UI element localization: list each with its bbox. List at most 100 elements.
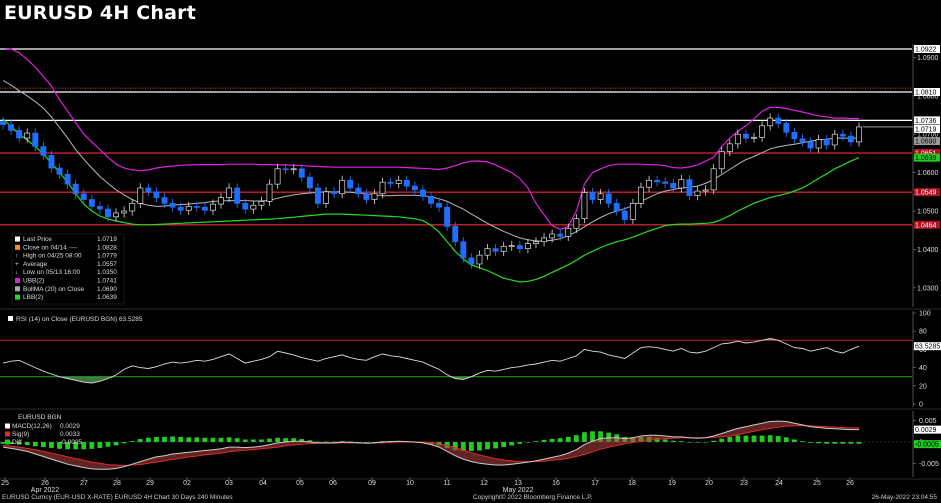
candle-body [726, 143, 733, 152]
macd-histogram-bar [137, 439, 143, 443]
macd-histogram-bar [105, 442, 111, 447]
price-tick-label: 1.0700 [917, 132, 939, 139]
legend-label: Last Price [23, 236, 52, 243]
macd-histogram-bar [582, 432, 587, 443]
candle-body [856, 126, 862, 143]
candle-body [807, 141, 814, 149]
macd-histogram-bar [541, 439, 547, 443]
candle-body [339, 179, 346, 195]
legend-label: Close on 04/14 ---- [23, 244, 77, 251]
macd-histogram-bar [477, 442, 482, 451]
candle-body [371, 193, 378, 200]
candle-body [331, 191, 338, 195]
macd-histogram-bar [670, 440, 676, 443]
candle-body [654, 179, 661, 183]
macd-histogram-bar [832, 442, 838, 444]
price-tick-label: 1.0300 [917, 285, 939, 292]
x-tick-label: 04 [259, 480, 267, 487]
candle-body [355, 187, 362, 195]
candle-body [234, 187, 241, 204]
candle-body [734, 133, 741, 145]
macd-histogram-bar [460, 442, 466, 451]
legend-marker [15, 286, 20, 292]
legend-value: 1.0350 [97, 269, 117, 276]
x-tick-label: 09 [368, 480, 376, 487]
candle-body [759, 125, 766, 138]
macd-histogram-bar [816, 442, 822, 444]
candle-body [96, 206, 103, 210]
macd-histogram-bar [590, 431, 595, 443]
macd-histogram-bar [767, 435, 773, 443]
candle-body [88, 199, 95, 207]
candle-body [533, 241, 539, 244]
candle-body [508, 245, 515, 247]
candle-body [500, 245, 507, 252]
legend-marker-glyph: ↓ [15, 269, 18, 276]
candle-body [274, 168, 281, 185]
macd-line [2, 420, 859, 470]
legend-value: 1.0557 [97, 261, 117, 268]
x-tick-label: 19 [668, 480, 676, 487]
macd-histogram-bar [89, 442, 95, 449]
candle-body [444, 206, 451, 227]
candle-body [621, 210, 628, 220]
x-tick-label: 24 [775, 480, 783, 487]
candle-body [403, 179, 410, 187]
macd-histogram-bar [242, 439, 248, 443]
footer-timestamp: 26-May-2022 23:04:55 [871, 494, 937, 501]
legend-marker [15, 244, 20, 250]
candle-body [258, 201, 265, 206]
macd-histogram-bar [40, 442, 46, 448]
candle-body [468, 257, 475, 265]
macd-histogram-bar [49, 442, 54, 448]
candle-body [565, 227, 572, 237]
legend-marker [15, 278, 20, 283]
x-tick-label: 16 [552, 480, 560, 487]
macd-histogram-bar [65, 442, 71, 450]
x-tick-label: 17 [591, 480, 599, 487]
candle-body [783, 123, 790, 133]
rsi-legend-label: RSI (14) on Close (EURUSD BGN) 63.5285 [16, 316, 143, 323]
candle-body [484, 248, 491, 256]
x-tick-label: 02 [183, 480, 191, 487]
candle-body [56, 167, 63, 175]
macd-histogram-bar [509, 442, 515, 446]
macd-histogram-bar [307, 440, 313, 443]
macd-histogram-bar [202, 437, 208, 443]
rsi-tick-label: 40 [919, 365, 927, 372]
candle-body [40, 146, 47, 156]
macd-histogram-bar [848, 442, 854, 444]
macd-histogram-bar [32, 442, 38, 447]
macd-histogram-bar [727, 436, 733, 443]
legend-label: Average [23, 261, 47, 268]
macd-histogram-bar [800, 441, 805, 443]
rsi-legend-marker [8, 316, 13, 321]
candle-body [605, 193, 612, 204]
level-badge [914, 44, 940, 53]
legend-label: High on 04/25 08:00 [23, 253, 82, 260]
macd-histogram-bar [57, 442, 62, 449]
candle-body [145, 187, 152, 193]
legend-label: UBB(2) [23, 278, 44, 285]
x-tick-label: 12 [480, 480, 488, 487]
x-tick-label: 20 [705, 480, 713, 487]
macd-histogram-bar [711, 440, 717, 443]
macd-histogram-bar [347, 441, 353, 443]
macd-histogram-bar [0, 442, 6, 444]
macd-histogram-bar [549, 439, 555, 443]
macd-histogram-bar [24, 442, 30, 445]
macd-legend-label: Sig(9) [12, 431, 29, 438]
macd-signal-line [2, 425, 859, 467]
candle-body [718, 151, 725, 170]
candle-body [516, 245, 523, 249]
candle-body [153, 191, 160, 198]
candle-body [193, 206, 200, 208]
legend-label: BollMA (20) on Close [23, 286, 84, 293]
candle-body [314, 187, 321, 204]
bollinger-ma [2, 80, 859, 242]
candle-body [613, 202, 620, 212]
candle-body [573, 218, 580, 229]
candle-body [411, 185, 418, 191]
candle-body [702, 189, 709, 192]
candle-body [839, 133, 846, 137]
